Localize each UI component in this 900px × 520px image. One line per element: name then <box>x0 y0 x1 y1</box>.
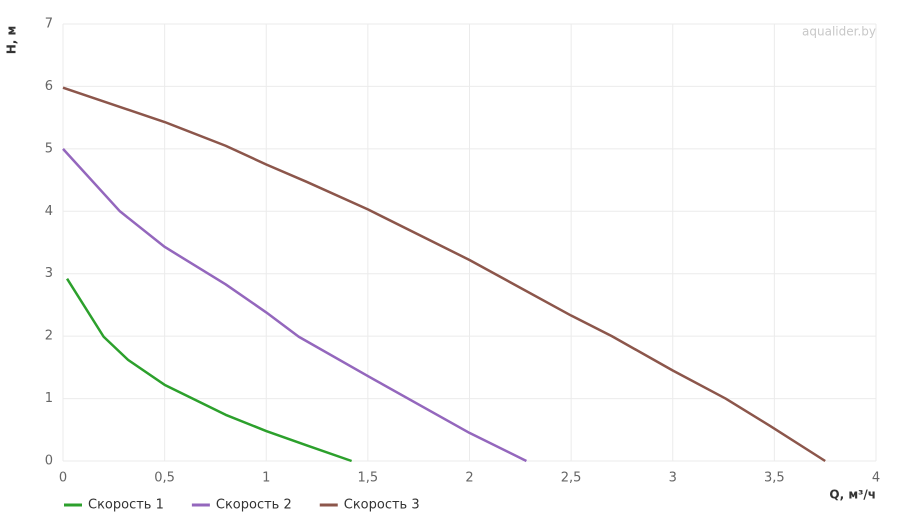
watermark: aqualider.by <box>802 25 876 39</box>
y-tick-label: 7 <box>45 17 53 32</box>
legend-label: Скорость 2 <box>216 498 292 513</box>
y-tick-label: 3 <box>45 266 53 281</box>
y-tick-label: 4 <box>45 204 53 219</box>
x-tick-label: 4 <box>872 471 880 486</box>
line-series <box>62 86 826 463</box>
y-tick-label: 5 <box>45 141 53 156</box>
y-tick-label: 6 <box>45 79 53 94</box>
legend-label: Скорость 3 <box>344 498 420 513</box>
y-tick-label: 2 <box>45 329 53 344</box>
y-tick-label: 1 <box>45 391 53 406</box>
x-tick-label: 3 <box>669 471 677 486</box>
x-tick-label: 1,5 <box>358 471 379 486</box>
x-tick-label: 3,5 <box>764 471 785 486</box>
x-tick-label: 0 <box>59 471 67 486</box>
legend-label: Скорость 1 <box>88 498 164 513</box>
line-series <box>66 278 353 463</box>
x-tick-label: 2,5 <box>561 471 582 486</box>
x-tick-label: 1 <box>262 471 270 486</box>
x-axis-title: Q, м³/ч <box>829 488 876 502</box>
y-tick-label: 0 <box>45 454 53 469</box>
line-series <box>62 148 527 463</box>
x-tick-label: 2 <box>465 471 473 486</box>
x-tick-label: 0,5 <box>154 471 175 486</box>
y-axis-title: H, м <box>5 26 19 55</box>
